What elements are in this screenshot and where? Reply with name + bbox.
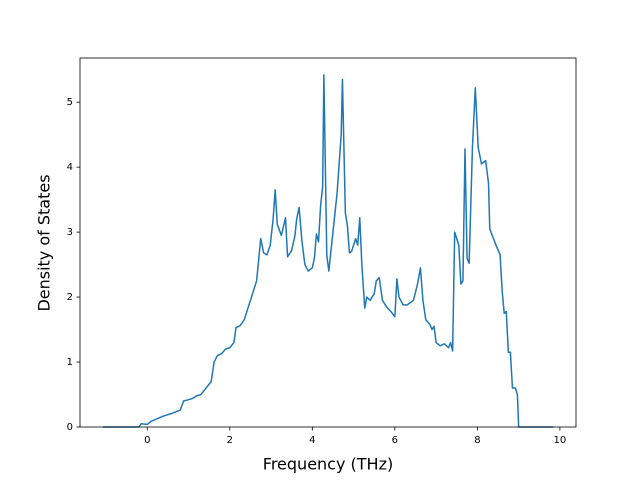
plot-frame <box>79 57 577 428</box>
x-tick-label: 8 <box>474 435 480 446</box>
y-tick-label: 5 <box>67 97 73 108</box>
x-tick-label: 4 <box>309 435 315 446</box>
x-tick-label: 6 <box>392 435 398 446</box>
x-tick-label: 2 <box>227 435 233 446</box>
y-tick-label: 0 <box>67 422 73 433</box>
y-tick-label: 1 <box>67 357 73 368</box>
y-tick-label: 3 <box>67 227 73 238</box>
x-tick-label: 0 <box>144 435 150 446</box>
line <box>102 74 554 428</box>
y-tick-label: 2 <box>67 292 73 303</box>
x-tick-label: 10 <box>554 435 567 446</box>
x-axis-label: Frequency (THz) <box>263 455 393 474</box>
y-axis-label: Density of States <box>35 174 54 311</box>
y-tick-label: 4 <box>67 162 73 173</box>
